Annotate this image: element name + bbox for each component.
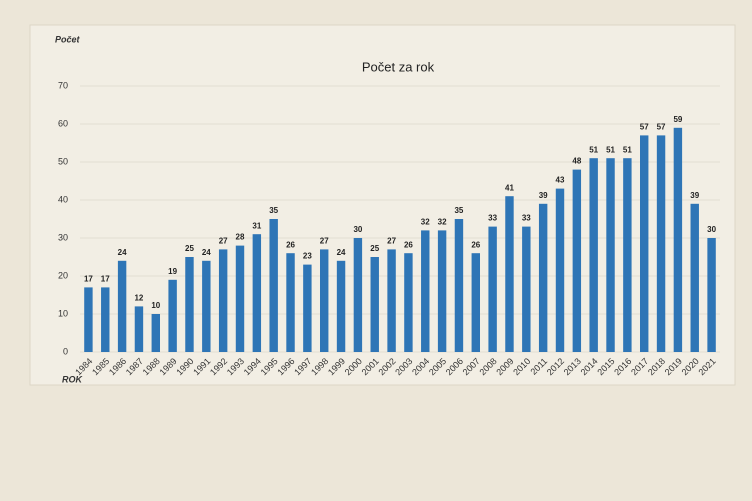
bar: [235, 245, 245, 352]
bar: [185, 257, 194, 352]
bar: [454, 219, 464, 352]
bar: [370, 257, 379, 352]
value-label: 27: [320, 237, 329, 246]
value-label: 59: [673, 115, 682, 124]
value-label: 51: [623, 145, 632, 154]
value-label: 26: [471, 240, 480, 249]
value-label: 51: [589, 145, 598, 154]
value-label: 17: [101, 275, 110, 284]
value-label: 39: [690, 191, 699, 200]
value-label: 43: [556, 176, 565, 185]
y-tick-label: 60: [58, 118, 68, 128]
chart-title: Počet za rok: [362, 59, 435, 74]
bar: [269, 219, 278, 352]
value-label: 31: [252, 221, 261, 230]
value-label: 19: [168, 267, 177, 276]
value-label: 26: [404, 240, 413, 249]
bar: [623, 158, 632, 352]
bar: [538, 203, 548, 352]
value-label: 48: [572, 157, 581, 166]
bar: [151, 314, 160, 352]
value-label: 33: [488, 214, 497, 223]
bar: [640, 135, 649, 352]
bar: [218, 249, 228, 352]
value-label: 25: [370, 244, 379, 253]
value-label: 27: [219, 237, 228, 246]
bar: [488, 226, 497, 352]
bar: [437, 230, 447, 352]
value-label: 51: [606, 145, 615, 154]
value-label: 57: [657, 123, 666, 132]
bar: [101, 287, 110, 352]
bar: [673, 127, 683, 352]
y-tick-label: 50: [58, 156, 68, 166]
value-label: 24: [202, 248, 211, 257]
y-tick-label: 0: [63, 346, 68, 356]
bar: [134, 306, 144, 352]
y-tick-label: 10: [58, 308, 68, 318]
bar: [505, 196, 514, 352]
bar: [522, 226, 531, 352]
value-label: 32: [421, 218, 430, 227]
value-label: 35: [269, 206, 278, 215]
bar: [589, 158, 598, 352]
value-label: 24: [337, 248, 346, 257]
bar: [404, 253, 413, 352]
value-label: 32: [438, 218, 447, 227]
value-label: 10: [151, 301, 160, 310]
bar: [555, 188, 565, 352]
y-axis-label: Počet: [55, 34, 81, 44]
bar: [202, 260, 211, 352]
y-tick-label: 20: [58, 270, 68, 280]
value-label: 12: [134, 294, 143, 303]
bar: [84, 287, 93, 352]
value-label: 30: [353, 225, 362, 234]
value-label: 57: [640, 123, 649, 132]
value-label: 28: [236, 233, 245, 242]
bar: [707, 238, 716, 352]
value-label: 35: [454, 206, 463, 215]
y-tick-label: 40: [58, 194, 68, 204]
value-label: 30: [707, 225, 716, 234]
x-axis-label: ROK: [62, 374, 84, 384]
bar: [353, 238, 363, 352]
value-label: 27: [387, 237, 396, 246]
bar: [320, 249, 329, 352]
value-label: 24: [118, 248, 127, 257]
bar: [117, 260, 127, 352]
bar: [606, 158, 615, 352]
bar: [286, 253, 295, 352]
value-label: 25: [185, 244, 194, 253]
bar: [572, 169, 582, 352]
value-label: 41: [505, 183, 514, 192]
bar: [471, 253, 480, 352]
bar: [690, 203, 699, 352]
bar: [252, 234, 262, 352]
y-tick-label: 70: [58, 80, 68, 90]
bar: [303, 264, 312, 352]
value-label: 23: [303, 252, 312, 261]
value-label: 39: [539, 191, 548, 200]
bar: [336, 260, 346, 352]
bar: [168, 279, 177, 352]
bar: [387, 249, 396, 352]
value-label: 26: [286, 240, 295, 249]
value-label: 33: [522, 214, 531, 223]
value-label: 17: [84, 275, 93, 284]
bar: [656, 135, 666, 352]
y-tick-label: 30: [58, 232, 68, 242]
chart-area: [29, 24, 736, 386]
bar: [421, 230, 430, 352]
